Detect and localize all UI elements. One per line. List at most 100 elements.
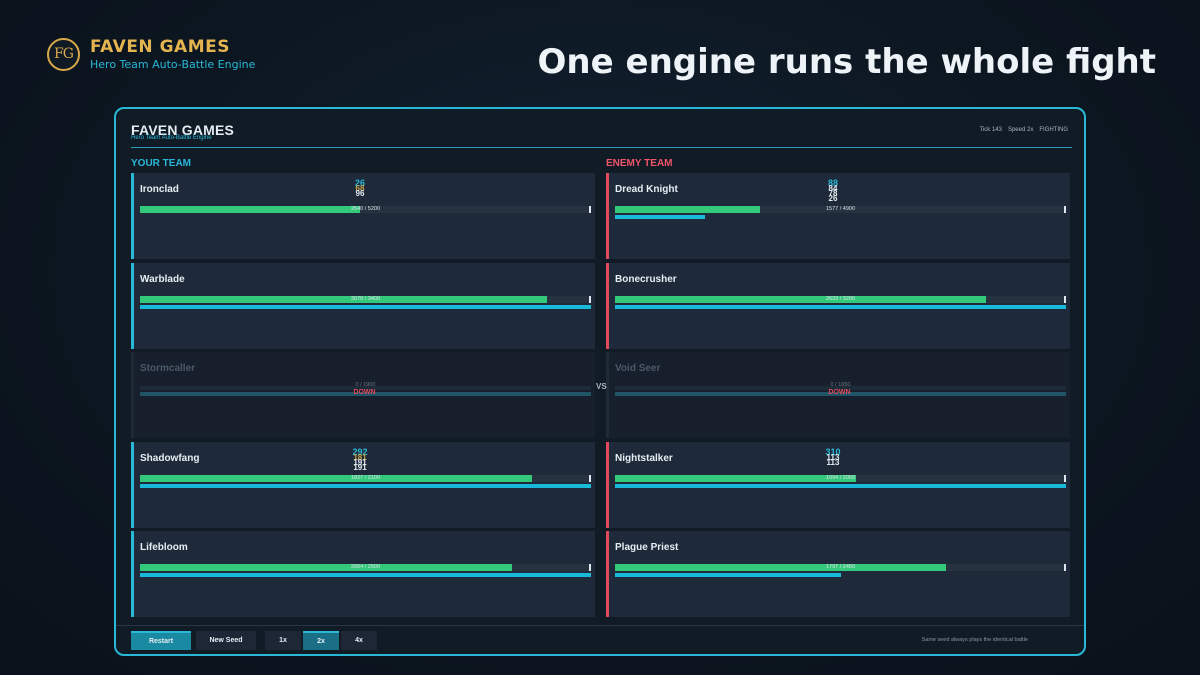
- energy-bar: [615, 215, 1066, 219]
- brand-subtitle: Hero Team Auto-Battle Engine: [90, 58, 256, 71]
- damage-floats: 88 84 78 26: [823, 178, 843, 203]
- energy-bar: [615, 483, 1066, 488]
- damage-number: 26: [828, 194, 838, 203]
- slide-headline: One engine runs the whole fight: [537, 42, 1157, 82]
- damage-number: 96: [355, 189, 365, 198]
- hero-name: Shadowfang: [140, 452, 200, 464]
- brand-name: FAVEN GAMES: [90, 37, 230, 57]
- hero-name: Stormcaller: [140, 363, 196, 374]
- app-title: FAVEN GAMES: [131, 122, 235, 138]
- hp-fill: [615, 206, 761, 213]
- hp-fill: [615, 564, 946, 571]
- speed-4x-button[interactable]: 4x: [341, 631, 377, 650]
- energy-bar: [140, 304, 591, 309]
- brand: FG FAVEN GAMES Hero Team Auto-Battle Eng…: [47, 37, 255, 71]
- down-label: DOWN: [828, 389, 851, 396]
- hp-bar: 1577 / 4900: [615, 206, 1066, 213]
- hero-card: Nightstalker 1094 / 2050 310 113 113: [606, 441, 1070, 528]
- hp-text: 0 / 1650: [830, 382, 851, 388]
- speed-2x-button[interactable]: 2x: [303, 631, 339, 650]
- hero-card: Shadowfang 1827 / 2100 292 181 191 191: [131, 441, 595, 528]
- hp-text: 1094 / 2050: [825, 474, 856, 481]
- hp-fill: [140, 474, 533, 482]
- hp-bar: 1827 / 2100: [140, 474, 591, 482]
- your-team-column: Ironclad 2540 / 5200 26 68 96 Warblade 3070 / …: [131, 173, 595, 621]
- hp-bar: 0 / 1900: [140, 382, 591, 390]
- enemy-team-label: ENEMY TEAM: [606, 158, 673, 169]
- energy-fill: [615, 215, 706, 219]
- hero-name: Ironclad: [140, 184, 179, 195]
- energy-bar: [140, 483, 591, 488]
- tick-counter: Tick 143: [979, 127, 1002, 133]
- damage-number: 181: [353, 452, 367, 462]
- hp-bar: 2633 / 3200: [615, 295, 1066, 303]
- hero-name: Bonecrusher: [615, 273, 677, 285]
- energy-fill: [140, 573, 591, 577]
- new-seed-button[interactable]: New Seed: [196, 631, 256, 650]
- damage-floats: 292 181 191 191: [350, 446, 370, 472]
- energy-bar: [140, 392, 591, 396]
- hp-text: 1827 / 2100: [350, 474, 381, 481]
- energy-bar: [615, 573, 1066, 577]
- energy-bar: [140, 215, 591, 219]
- faven-logo-icon: FG: [47, 37, 80, 71]
- hero-card: Warblade 3070 / 3400: [131, 262, 595, 349]
- damage-number: 26: [354, 178, 365, 188]
- energy-bar: [615, 392, 1066, 396]
- down-label: DOWN: [353, 389, 376, 396]
- hero-card: Plague Priest 1797 / 2450: [606, 531, 1070, 617]
- damage-number: 78: [828, 189, 838, 198]
- hp-fill: [140, 564, 513, 571]
- damage-floats: 26 68 96: [350, 178, 370, 198]
- hero-card: Lifebloom 2064 / 2500: [131, 531, 595, 617]
- energy-fill: [140, 304, 591, 309]
- hp-fill: [615, 295, 987, 303]
- hp-fill: [140, 295, 548, 303]
- enemy-team-column: Dread Knight 1577 / 4900 88 84 78 26 Bonecrush…: [606, 173, 1070, 621]
- damage-number: 113: [826, 452, 840, 462]
- control-bar: Restart New Seed 1x 2x 4x Same seed alwa…: [116, 625, 1084, 654]
- hero-card: Void Seer 0 / 1650 DOWN: [606, 352, 1070, 438]
- brand-text: FAVEN GAMES Hero Team Auto-Battle Engine: [90, 37, 255, 71]
- damage-number: 191: [353, 457, 367, 467]
- damage-number: 113: [826, 457, 840, 467]
- speed-indicator: Speed 2x: [1007, 127, 1034, 133]
- hp-bar: 0 / 1650: [615, 382, 1066, 390]
- damage-number: 88: [827, 178, 838, 188]
- speed-1x-button[interactable]: 1x: [265, 631, 301, 650]
- energy-fill: [615, 573, 841, 577]
- hp-text: 0 / 1900: [355, 382, 376, 388]
- hp-bar-cap: [589, 295, 591, 303]
- hp-bar-cap: [1064, 295, 1066, 303]
- hp-fill: [140, 206, 361, 213]
- damage-number: 84: [828, 184, 838, 193]
- hp-bar-cap: [589, 474, 591, 482]
- energy-fill: [615, 304, 1066, 309]
- damage-number: 68: [355, 184, 365, 193]
- damage-number: 292: [352, 446, 368, 457]
- hero-name: Void Seer: [615, 363, 661, 374]
- hero-name: Nightstalker: [615, 452, 673, 464]
- hero-card: Dread Knight 1577 / 4900 88 84 78 26: [606, 173, 1070, 259]
- hp-bar: 3070 / 3400: [140, 295, 591, 303]
- damage-number: 310: [825, 446, 841, 457]
- hp-bar-cap: [589, 564, 591, 571]
- energy-bar: [140, 573, 591, 577]
- hp-text: 2540 / 5200: [350, 206, 381, 212]
- hp-fill: [615, 474, 856, 482]
- app-header: FAVEN GAMES Hero Team Auto-Battle Engine…: [131, 122, 1072, 148]
- hp-bar: 1094 / 2050: [615, 474, 1066, 482]
- hp-text: 2064 / 2500: [350, 564, 381, 570]
- hero-card: Bonecrusher 2633 / 3200: [606, 262, 1070, 349]
- hp-text: 1797 / 2450: [825, 564, 856, 570]
- hp-bar-cap: [1064, 474, 1066, 482]
- damage-number: 191: [353, 462, 367, 472]
- restart-button[interactable]: Restart: [131, 631, 191, 650]
- hero-name: Dread Knight: [615, 184, 678, 195]
- hero-name: Plague Priest: [615, 542, 679, 553]
- app-subtitle: Hero Team Auto-Battle Engine: [131, 135, 212, 141]
- hp-text: 1577 / 4900: [825, 206, 856, 212]
- your-team-label: YOUR TEAM: [131, 158, 191, 169]
- hp-bar-cap: [1064, 206, 1066, 213]
- hero-card: Ironclad 2540 / 5200 26 68 96: [131, 173, 595, 259]
